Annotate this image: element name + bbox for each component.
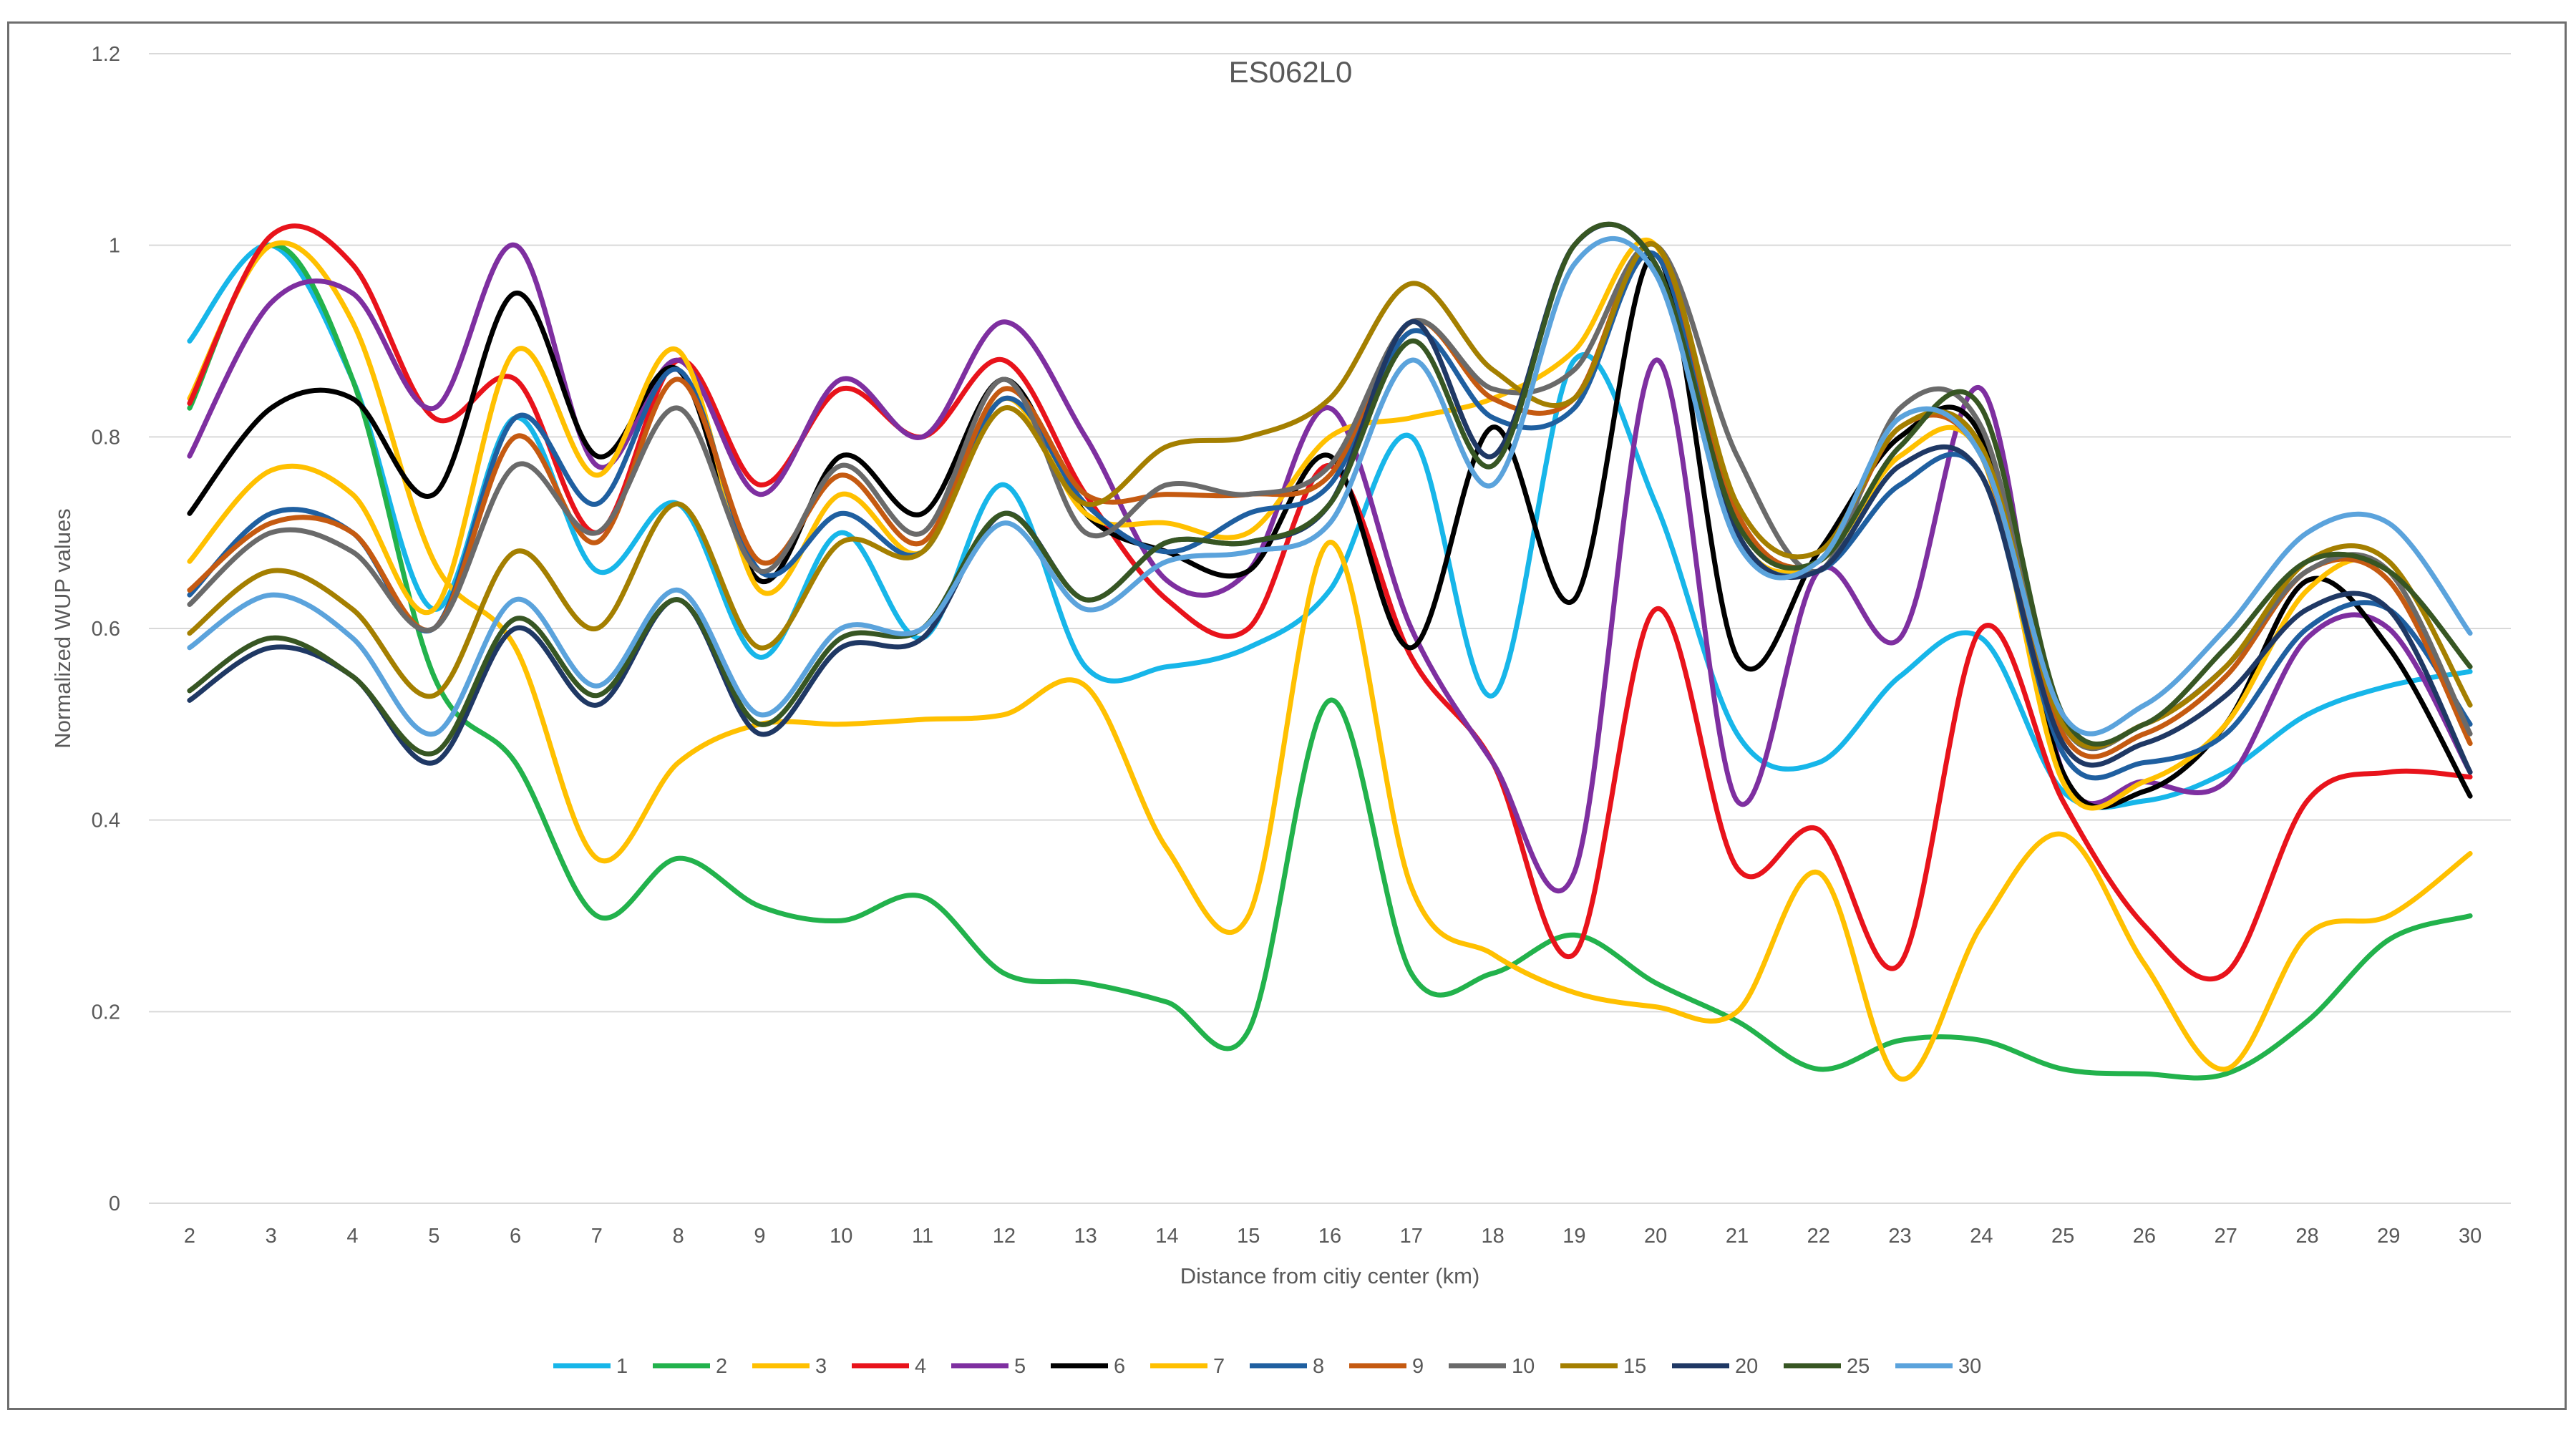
legend-label: 2 xyxy=(716,1355,727,1378)
legend-item-25: 25 xyxy=(1784,1355,1870,1378)
series-line-10 xyxy=(187,241,2473,752)
legend-label: 3 xyxy=(815,1355,827,1378)
chart-title: ES062L0 xyxy=(1229,55,1353,89)
x-tick-label: 28 xyxy=(2295,1225,2318,1248)
y-tick-label: 0.6 xyxy=(92,618,120,641)
legend-item-20: 20 xyxy=(1672,1355,1758,1378)
legend-item-10: 10 xyxy=(1449,1355,1535,1378)
legend-label: 9 xyxy=(1412,1355,1424,1378)
x-tick-label: 23 xyxy=(1888,1225,1911,1248)
series-line-15 xyxy=(187,241,2473,750)
series-line-20 xyxy=(187,221,2473,775)
x-tick-label: 4 xyxy=(346,1225,358,1248)
series-line-30 xyxy=(187,235,2473,737)
legend-label: 6 xyxy=(1114,1355,1125,1378)
line-chart: 00.20.40.60.811.2 2 3 4 5 6 7 8 9 10 11 12 13 14 15 16… xyxy=(50,43,2511,1378)
legend-label: 25 xyxy=(1847,1355,1870,1378)
x-tick-label: 26 xyxy=(2133,1225,2156,1248)
legend-item-5: 5 xyxy=(951,1355,1026,1378)
legend: 1 2 3 4 5 6 7 8 9 10 15 20 25 30 xyxy=(553,1355,1981,1378)
legend-item-6: 6 xyxy=(1051,1355,1125,1378)
x-tick-label: 8 xyxy=(673,1225,684,1248)
legend-item-2: 2 xyxy=(653,1355,727,1378)
legend-item-9: 9 xyxy=(1349,1355,1424,1378)
x-tick-label: 6 xyxy=(510,1225,521,1248)
legend-item-8: 8 xyxy=(1250,1355,1324,1378)
legend-item-30: 30 xyxy=(1895,1355,1981,1378)
x-axis-title: Distance from citiy center (km) xyxy=(1180,1263,1480,1288)
series-line-2 xyxy=(187,243,2473,1081)
x-tick-label: 11 xyxy=(912,1225,933,1248)
legend-label: 7 xyxy=(1213,1355,1225,1378)
legend-label: 8 xyxy=(1313,1355,1324,1378)
y-tick-label: 0 xyxy=(109,1192,120,1215)
x-tick-label: 5 xyxy=(428,1225,439,1248)
x-tick-label: 21 xyxy=(1726,1225,1749,1248)
x-tick-label: 2 xyxy=(184,1225,195,1248)
legend-label: 4 xyxy=(915,1355,926,1378)
x-tick-label: 25 xyxy=(2051,1225,2074,1248)
x-tick-label: 29 xyxy=(2377,1225,2400,1248)
y-tick-label: 0.8 xyxy=(92,426,120,449)
x-tick-label: 13 xyxy=(1074,1225,1097,1248)
legend-item-7: 7 xyxy=(1150,1355,1225,1378)
x-tick-labels: 2 3 4 5 6 7 8 9 10 11 12 13 14 15 16 17 18 19 20 21 22 23 24 25… xyxy=(184,1225,2482,1248)
legend-label: 30 xyxy=(1958,1355,1981,1378)
x-tick-label: 19 xyxy=(1562,1225,1585,1248)
x-tick-label: 3 xyxy=(266,1225,277,1248)
legend-item-1: 1 xyxy=(553,1355,628,1378)
y-tick-label: 0.2 xyxy=(92,1001,120,1024)
x-tick-label: 27 xyxy=(2215,1225,2237,1248)
x-tick-label: 17 xyxy=(1400,1225,1423,1248)
legend-item-4: 4 xyxy=(852,1355,926,1378)
series-line-6 xyxy=(187,252,2473,810)
x-tick-label: 9 xyxy=(754,1225,765,1248)
legend-item-15: 15 xyxy=(1560,1355,1646,1378)
legend-label: 10 xyxy=(1512,1355,1535,1378)
chart-frame: 0 0.2 0.4 0.6 0.8 1 1.2 2 3 4 5 6 7 8 9 10 11 12 13 14 15 16… xyxy=(7,21,2567,1410)
x-tick-label: 12 xyxy=(993,1225,1016,1248)
series-line-7 xyxy=(187,237,2473,811)
x-tick-label: 14 xyxy=(1155,1225,1178,1248)
x-tick-label: 30 xyxy=(2459,1225,2482,1248)
x-tick-label: 10 xyxy=(830,1225,852,1248)
x-tick-label: 22 xyxy=(1807,1225,1830,1248)
x-tick-label: 7 xyxy=(591,1225,603,1248)
series-line-3 xyxy=(187,240,2473,1082)
legend-label: 15 xyxy=(1623,1355,1646,1378)
y-axis-title: Normalized WUP values xyxy=(50,508,75,748)
y-tick-label: 1 xyxy=(109,235,120,258)
legend-label: 20 xyxy=(1735,1355,1758,1378)
y-tick-label: 0.4 xyxy=(92,810,120,832)
x-tick-label: 24 xyxy=(1970,1225,1993,1248)
legend-label: 5 xyxy=(1014,1355,1026,1378)
x-tick-label: 20 xyxy=(1644,1225,1667,1248)
series-line-1 xyxy=(187,243,2473,810)
x-tick-label: 16 xyxy=(1318,1225,1341,1248)
legend-label: 1 xyxy=(616,1355,628,1378)
x-tick-label: 15 xyxy=(1237,1225,1260,1248)
series-lines xyxy=(187,221,2473,1082)
y-tick-labels: 0 0.2 0.4 0.6 0.8 1 1.2 xyxy=(92,43,120,1215)
y-tick-label: 1.2 xyxy=(92,43,120,66)
x-tick-label: 18 xyxy=(1481,1225,1504,1248)
series-line-8 xyxy=(187,250,2473,781)
legend-item-3: 3 xyxy=(752,1355,827,1378)
